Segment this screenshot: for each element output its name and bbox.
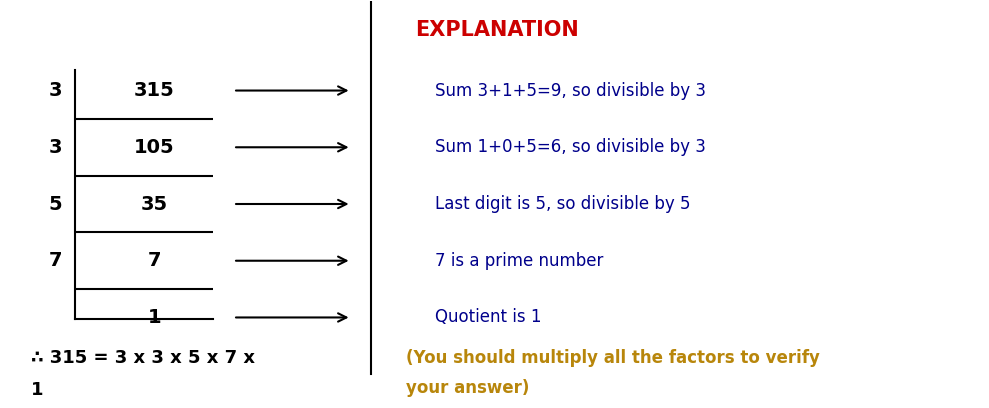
Text: Last digit is 5, so divisible by 5: Last digit is 5, so divisible by 5 [435,195,691,213]
Text: 7: 7 [48,251,62,270]
Text: 7 is a prime number: 7 is a prime number [435,252,603,270]
Text: 1: 1 [31,381,44,399]
Text: Quotient is 1: Quotient is 1 [435,308,542,326]
Text: 105: 105 [134,138,175,157]
Text: Sum 1+0+5=6, so divisible by 3: Sum 1+0+5=6, so divisible by 3 [435,138,706,156]
Text: your answer): your answer) [405,379,529,397]
Text: 315: 315 [134,81,175,100]
Text: 5: 5 [48,195,62,213]
Text: 35: 35 [140,195,168,213]
Text: (You should multiply all the factors to verify: (You should multiply all the factors to … [405,349,820,367]
Text: ∴ 315 = 3 x 3 x 5 x 7 x: ∴ 315 = 3 x 3 x 5 x 7 x [31,349,255,367]
Text: 7: 7 [147,251,161,270]
Text: 3: 3 [48,138,62,157]
Text: 1: 1 [147,308,161,327]
Text: 3: 3 [48,81,62,100]
Text: Sum 3+1+5=9, so divisible by 3: Sum 3+1+5=9, so divisible by 3 [435,82,706,100]
Text: EXPLANATION: EXPLANATION [415,20,580,40]
